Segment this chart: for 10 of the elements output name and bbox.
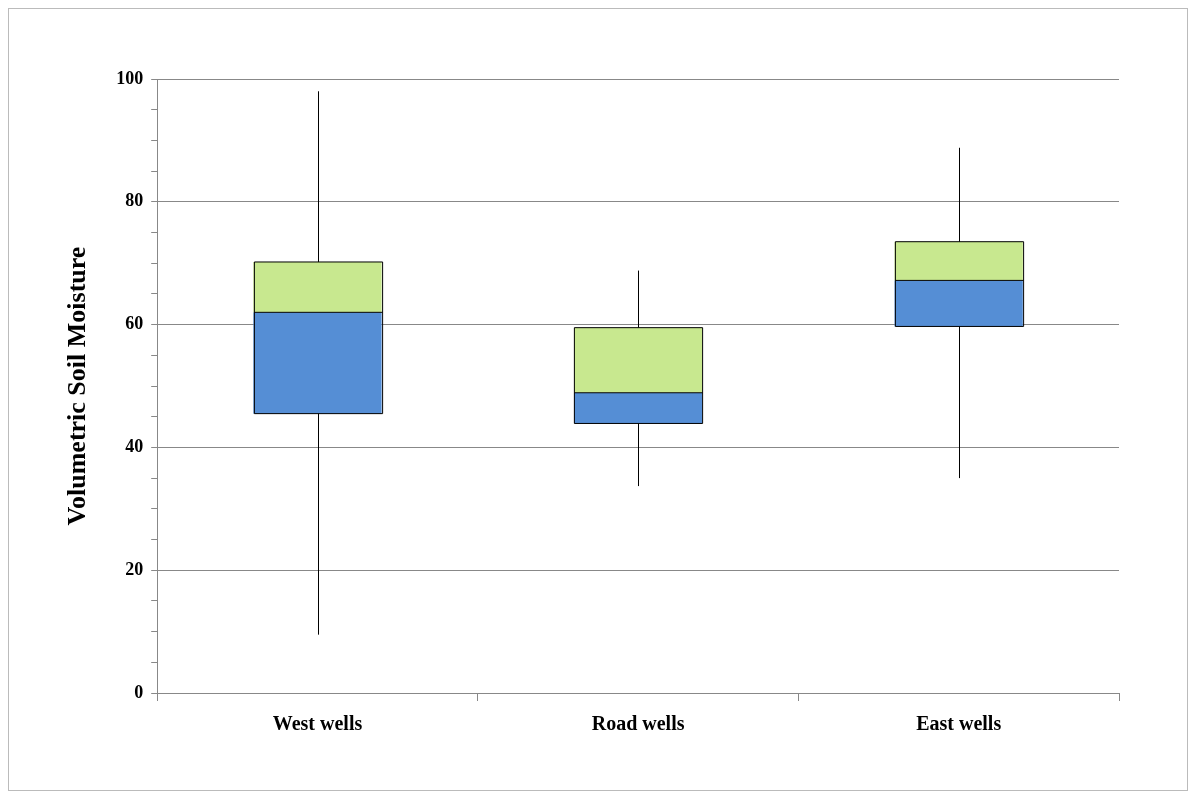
y-tick-label: 40 [125,436,144,457]
y-tick-label: 20 [125,558,144,579]
y-tick-label: 0 [134,681,144,702]
x-tick-label: East wells [916,712,1002,735]
y-tick-label: 100 [116,67,144,88]
y-axis-title: Volumetric Soil Moisture [62,246,92,526]
x-tick-label: West wells [272,712,363,735]
y-tick-label: 60 [125,313,144,334]
x-tick-label: Road wells [591,712,685,735]
y-tick-label: 80 [125,190,144,211]
